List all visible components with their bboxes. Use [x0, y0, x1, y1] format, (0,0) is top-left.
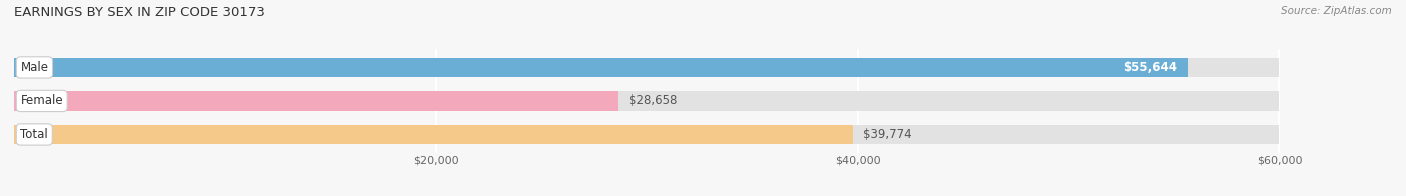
Text: EARNINGS BY SEX IN ZIP CODE 30173: EARNINGS BY SEX IN ZIP CODE 30173	[14, 6, 264, 19]
Text: $28,658: $28,658	[628, 94, 678, 107]
Text: Total: Total	[20, 128, 48, 141]
Text: $39,774: $39,774	[863, 128, 912, 141]
Bar	[14, 91, 1279, 111]
Bar	[14, 58, 1279, 77]
Bar	[14, 91, 619, 111]
Text: $55,644: $55,644	[1123, 61, 1177, 74]
Text: Source: ZipAtlas.com: Source: ZipAtlas.com	[1281, 6, 1392, 16]
Text: Female: Female	[20, 94, 63, 107]
Bar	[14, 125, 1279, 144]
Bar	[14, 58, 1188, 77]
Bar	[14, 125, 853, 144]
Text: Male: Male	[20, 61, 48, 74]
